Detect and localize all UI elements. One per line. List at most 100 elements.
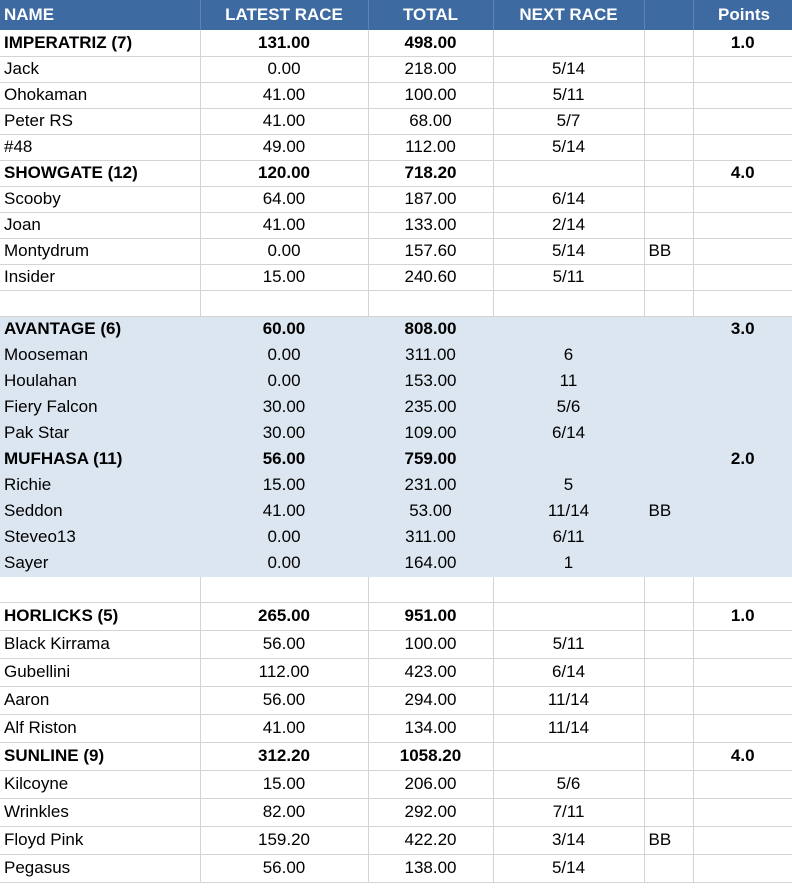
cell-total[interactable]: 53.00: [368, 498, 494, 525]
cell-name[interactable]: Insider: [0, 264, 201, 291]
cell-extra[interactable]: [644, 290, 694, 317]
cell-extra[interactable]: [644, 714, 694, 743]
cell-points[interactable]: [693, 56, 792, 83]
cell-name[interactable]: MUFHASA (11): [0, 446, 201, 473]
cell-latest-race[interactable]: 41.00: [200, 498, 369, 525]
cell-next-race[interactable]: 11/14: [493, 498, 645, 525]
cell-next-race[interactable]: 5/6: [493, 770, 645, 799]
cell-total[interactable]: 292.00: [368, 798, 494, 827]
cell-name[interactable]: SHOWGATE (12): [0, 160, 201, 187]
cell-points[interactable]: [693, 342, 792, 369]
cell-total[interactable]: 109.00: [368, 420, 494, 447]
cell-next-race[interactable]: 11/14: [493, 686, 645, 715]
cell-total[interactable]: 718.20: [368, 160, 494, 187]
cell-name[interactable]: [0, 290, 201, 317]
cell-next-race[interactable]: 5/11: [493, 630, 645, 659]
cell-total[interactable]: 231.00: [368, 472, 494, 499]
cell-latest-race[interactable]: 56.00: [200, 446, 369, 473]
cell-next-race[interactable]: 7/11: [493, 798, 645, 827]
cell-name[interactable]: Gubellini: [0, 658, 201, 687]
cell-latest-race[interactable]: 41.00: [200, 714, 369, 743]
cell-next-race[interactable]: 11: [493, 368, 645, 395]
cell-total[interactable]: 951.00: [368, 602, 494, 631]
cell-latest-race[interactable]: 15.00: [200, 770, 369, 799]
cell-next-race[interactable]: [493, 446, 645, 473]
cell-extra[interactable]: [644, 472, 694, 499]
cell-total[interactable]: 422.20: [368, 826, 494, 855]
cell-latest-race[interactable]: 131.00: [200, 30, 369, 57]
cell-total[interactable]: 1058.20: [368, 742, 494, 771]
cell-extra[interactable]: [644, 854, 694, 883]
cell-points[interactable]: [693, 524, 792, 551]
cell-extra[interactable]: [644, 602, 694, 631]
cell-total[interactable]: 311.00: [368, 342, 494, 369]
cell-next-race[interactable]: [493, 742, 645, 771]
cell-extra[interactable]: [644, 524, 694, 551]
cell-total[interactable]: 240.60: [368, 264, 494, 291]
cell-latest-race[interactable]: 265.00: [200, 602, 369, 631]
cell-total[interactable]: 187.00: [368, 186, 494, 213]
cell-points[interactable]: [693, 798, 792, 827]
cell-extra[interactable]: [644, 186, 694, 213]
cell-next-race[interactable]: 5/14: [493, 238, 645, 265]
cell-extra[interactable]: [644, 798, 694, 827]
cell-extra[interactable]: [644, 56, 694, 83]
cell-name[interactable]: IMPERATRIZ (7): [0, 30, 201, 57]
cell-latest-race[interactable]: 56.00: [200, 854, 369, 883]
cell-latest-race[interactable]: 41.00: [200, 212, 369, 239]
cell-points[interactable]: [693, 82, 792, 109]
cell-name[interactable]: Alf Riston: [0, 714, 201, 743]
cell-total[interactable]: 153.00: [368, 368, 494, 395]
header-points[interactable]: Points: [718, 5, 770, 24]
cell-latest-race[interactable]: 312.20: [200, 742, 369, 771]
cell-next-race[interactable]: [493, 160, 645, 187]
cell-latest-race[interactable]: [200, 576, 369, 603]
cell-points[interactable]: [693, 394, 792, 421]
cell-extra[interactable]: [644, 686, 694, 715]
cell-extra[interactable]: BB: [644, 826, 694, 855]
cell-latest-race[interactable]: [200, 290, 369, 317]
cell-extra[interactable]: [644, 108, 694, 135]
cell-next-race[interactable]: [493, 602, 645, 631]
cell-latest-race[interactable]: 112.00: [200, 658, 369, 687]
cell-name[interactable]: [0, 576, 201, 603]
cell-next-race[interactable]: 5/7: [493, 108, 645, 135]
cell-extra[interactable]: [644, 420, 694, 447]
cell-points[interactable]: [693, 186, 792, 213]
cell-extra[interactable]: [644, 342, 694, 369]
cell-extra[interactable]: [644, 446, 694, 473]
cell-name[interactable]: Fiery Falcon: [0, 394, 201, 421]
cell-next-race[interactable]: 6: [493, 342, 645, 369]
cell-extra[interactable]: [644, 264, 694, 291]
cell-latest-race[interactable]: 0.00: [200, 368, 369, 395]
cell-total[interactable]: 138.00: [368, 854, 494, 883]
cell-next-race[interactable]: 5/6: [493, 394, 645, 421]
cell-total[interactable]: 112.00: [368, 134, 494, 161]
cell-points[interactable]: 3.0: [693, 316, 792, 343]
cell-points[interactable]: [693, 212, 792, 239]
header-latest-race[interactable]: LATEST RACE: [200, 0, 369, 30]
cell-points[interactable]: [693, 770, 792, 799]
cell-extra[interactable]: [644, 658, 694, 687]
cell-total[interactable]: 133.00: [368, 212, 494, 239]
cell-name[interactable]: #48: [0, 134, 201, 161]
cell-points[interactable]: [693, 630, 792, 659]
cell-extra[interactable]: [644, 742, 694, 771]
cell-name[interactable]: Joan: [0, 212, 201, 239]
cell-total[interactable]: 423.00: [368, 658, 494, 687]
cell-points[interactable]: 1.0: [693, 602, 792, 631]
cell-latest-race[interactable]: 0.00: [200, 238, 369, 265]
cell-latest-race[interactable]: 0.00: [200, 56, 369, 83]
cell-next-race[interactable]: 5/14: [493, 854, 645, 883]
cell-points[interactable]: [693, 686, 792, 715]
cell-name[interactable]: Richie: [0, 472, 201, 499]
cell-points[interactable]: [693, 658, 792, 687]
cell-next-race[interactable]: [493, 30, 645, 57]
cell-total[interactable]: [368, 576, 494, 603]
cell-total[interactable]: 206.00: [368, 770, 494, 799]
cell-latest-race[interactable]: 56.00: [200, 686, 369, 715]
cell-next-race[interactable]: [493, 316, 645, 343]
header-next-race[interactable]: NEXT RACE: [493, 0, 645, 30]
cell-next-race[interactable]: 5/14: [493, 56, 645, 83]
cell-latest-race[interactable]: 41.00: [200, 82, 369, 109]
